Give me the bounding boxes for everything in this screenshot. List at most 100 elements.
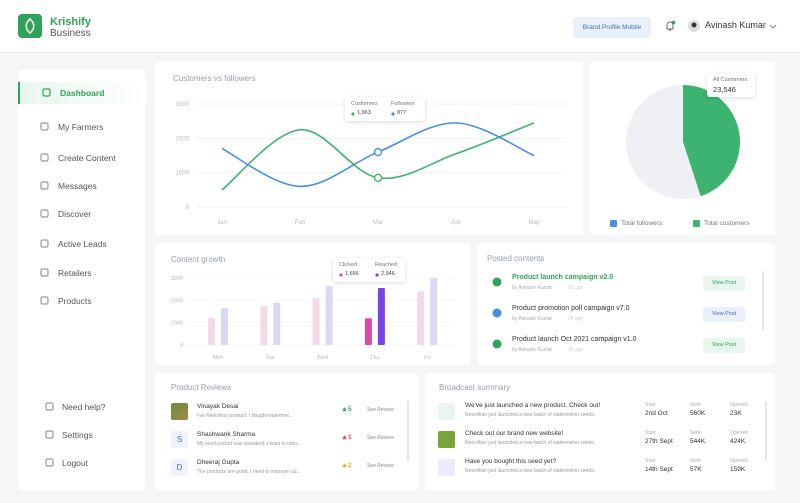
bar <box>364 318 372 345</box>
nav-item[interactable]: Discover <box>18 203 145 225</box>
nav-item[interactable]: Dashboard <box>18 82 147 104</box>
legend-label: Total customers <box>704 220 750 227</box>
icon-shape <box>40 153 49 162</box>
logo-leaf <box>25 18 35 34</box>
column-value: 424K <box>730 438 746 445</box>
column-value: 560K <box>690 410 706 417</box>
bell-icon[interactable] <box>664 20 676 32</box>
icon-shape <box>492 339 502 349</box>
rating-star <box>342 435 347 440</box>
bar <box>312 298 320 345</box>
bar <box>273 302 281 345</box>
post-title: Product launch Oct 2021 campaign v1.0 <box>512 336 637 343</box>
nav-icon <box>45 458 54 467</box>
tooltip-dot <box>375 273 379 277</box>
see-review-button[interactable]: See Review <box>367 407 394 413</box>
nav-icon <box>40 122 49 131</box>
nav-item[interactable]: Logout <box>18 452 145 474</box>
nav-item[interactable]: Create Content <box>18 147 145 169</box>
view-post-button[interactable]: View Post <box>703 276 745 291</box>
review-text: The products are good. I need to improve… <box>197 469 301 475</box>
column-label: Opened <box>730 458 748 464</box>
chart-title: Customers vs followers <box>173 74 256 83</box>
see-review-button[interactable]: See Review <box>367 435 394 441</box>
nav-label: Logout <box>62 458 88 468</box>
star <box>342 463 347 468</box>
column-value: 159K <box>730 466 746 473</box>
y-tick-label: 0 <box>180 343 183 349</box>
nav-item[interactable]: Active Leads <box>18 233 145 255</box>
swatch <box>693 220 700 227</box>
nav-item[interactable]: Messages <box>18 175 145 197</box>
bar <box>430 278 438 345</box>
line-chart-card: Customers vs followers 0 1000 2000 3000 Jan Fe… <box>155 62 583 235</box>
column-label: Sent <box>690 402 701 408</box>
nav-item[interactable]: Need help? <box>18 396 145 418</box>
user-name[interactable]: Avinash Kumar <box>705 20 766 30</box>
nav-item[interactable]: Products <box>18 290 145 312</box>
column-value: 2nd Oct <box>645 410 668 417</box>
column-label: Start <box>645 430 656 436</box>
reviewer-name: Vinayak Desai <box>197 403 239 410</box>
icon-shape <box>40 181 49 190</box>
profile-button[interactable]: Brand Profile Mobile <box>573 17 651 38</box>
rating-star <box>342 463 347 468</box>
column-value: 57K <box>690 466 702 473</box>
column-label: Start <box>645 402 656 408</box>
tooltip: Customers 1,963 Followers 877 <box>345 97 425 121</box>
column-label: Sent <box>690 458 701 464</box>
tooltip-name: Followers <box>391 101 415 107</box>
pie-slice <box>683 85 740 197</box>
nav-item[interactable]: My Farmers <box>18 116 145 138</box>
logo <box>18 14 42 38</box>
y-tick-label: 1000 <box>171 321 183 327</box>
tooltip-dot <box>339 273 343 277</box>
dot <box>391 112 395 116</box>
y-tick-label: 3000 <box>176 102 190 108</box>
nav-item[interactable]: Settings <box>18 424 145 446</box>
post-title: Product promotion poll campaign v7.0 <box>512 305 630 312</box>
column-value: 23K <box>730 410 742 417</box>
nav-icon <box>42 88 51 97</box>
icon-shape <box>40 296 49 305</box>
avatar-initial: D <box>171 459 188 476</box>
broadcast-icon <box>438 459 455 476</box>
broadcast-icon <box>438 403 455 420</box>
nav-item[interactable]: Retailers <box>18 262 145 284</box>
x-tick-label: Apr <box>451 220 460 226</box>
pie-label-value: 23,546 <box>713 85 736 94</box>
column-label: Opened <box>730 402 748 408</box>
broadcast-title: Check out our brand new website! <box>465 430 564 437</box>
tooltip-name: Reached <box>375 262 398 268</box>
header: Krishify Business Brand Profile Mobile Avin… <box>0 0 800 53</box>
tooltip-value: 2,946 <box>381 271 395 277</box>
bar <box>377 288 385 345</box>
column-value: 544K <box>690 438 706 445</box>
scrollbar <box>762 271 764 331</box>
reviewer-name: Shashwank Sharma <box>197 431 256 438</box>
brand: Krishify <box>50 16 91 28</box>
nav-label: Messages <box>58 181 97 191</box>
pie-slice <box>626 85 701 199</box>
icon-shape <box>42 88 51 97</box>
broadcast-card: Broadcast summary We've just launched a n… <box>425 373 775 490</box>
post-time: 2h ago <box>568 285 584 291</box>
section-title: Product Reviews <box>171 383 232 392</box>
posted-contents-card: Posted contents Product launch campaign v… <box>478 243 775 365</box>
chevron <box>769 24 777 29</box>
x-tick-label: Feb <box>295 220 306 226</box>
view-post-button[interactable]: View Post <box>703 338 745 353</box>
section-title: Broadcast summary <box>439 383 511 392</box>
x-tick-label: Mon <box>213 355 224 361</box>
rating-star <box>342 407 347 412</box>
see-review-button[interactable]: See Review <box>367 463 394 469</box>
bell-shape <box>666 21 674 31</box>
scrollbar <box>765 401 767 461</box>
bar-chart-card: Content growth 0 1000 2000 3000 Mon Tue Wed Thu F… <box>155 243 470 365</box>
logo-bg <box>18 14 42 38</box>
view-post-button[interactable]: View Post <box>703 307 745 322</box>
nav-label: Need help? <box>62 402 106 412</box>
nav-label: Create Content <box>58 153 116 163</box>
post-icon <box>492 308 502 318</box>
